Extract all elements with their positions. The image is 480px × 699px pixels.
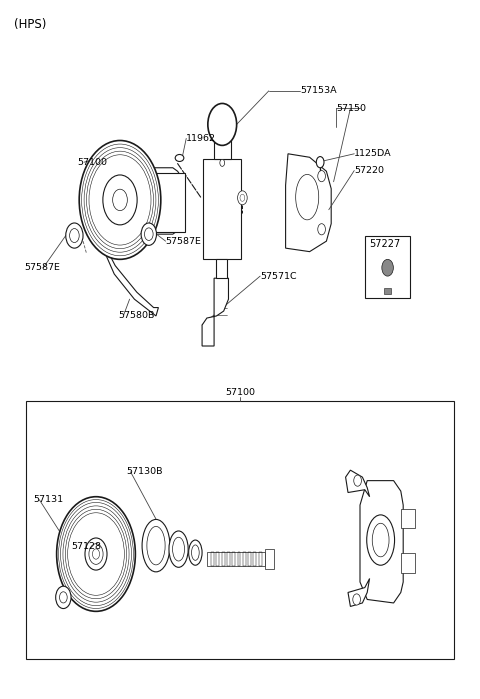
Text: 57587E: 57587E xyxy=(24,264,60,272)
Circle shape xyxy=(318,224,325,235)
Ellipse shape xyxy=(175,154,184,161)
Bar xyxy=(214,140,231,159)
Circle shape xyxy=(316,157,324,168)
Bar xyxy=(149,173,185,232)
Text: 1125DA: 1125DA xyxy=(354,150,392,158)
Ellipse shape xyxy=(367,515,395,565)
Circle shape xyxy=(57,497,135,612)
Bar xyxy=(232,552,235,566)
Text: 57131: 57131 xyxy=(34,496,64,504)
Bar xyxy=(238,552,240,566)
Bar xyxy=(265,549,274,569)
Text: 57150: 57150 xyxy=(336,104,366,113)
Text: 57128: 57128 xyxy=(71,542,101,551)
Text: 11962: 11962 xyxy=(186,134,216,143)
Circle shape xyxy=(208,103,237,145)
Circle shape xyxy=(60,592,67,603)
Circle shape xyxy=(382,259,394,276)
Circle shape xyxy=(353,594,360,605)
Bar xyxy=(216,552,219,566)
Text: 57153A: 57153A xyxy=(300,87,337,95)
Circle shape xyxy=(79,140,161,259)
Ellipse shape xyxy=(372,524,389,557)
Text: 57130B: 57130B xyxy=(126,468,163,476)
Bar xyxy=(248,552,251,566)
Ellipse shape xyxy=(169,531,188,568)
Polygon shape xyxy=(286,154,331,252)
Ellipse shape xyxy=(189,540,202,565)
Circle shape xyxy=(240,194,245,201)
Circle shape xyxy=(70,229,79,243)
Circle shape xyxy=(318,171,325,182)
Circle shape xyxy=(85,538,107,570)
Ellipse shape xyxy=(296,174,319,219)
Text: 57220: 57220 xyxy=(354,166,384,175)
Polygon shape xyxy=(202,278,228,346)
Bar xyxy=(384,288,391,294)
Polygon shape xyxy=(360,481,403,603)
Circle shape xyxy=(354,475,361,487)
Text: 57100: 57100 xyxy=(78,158,108,166)
Bar xyxy=(259,552,262,566)
Bar xyxy=(26,401,454,659)
Text: 57100: 57100 xyxy=(225,388,255,396)
Circle shape xyxy=(56,586,71,609)
Circle shape xyxy=(141,223,156,245)
Circle shape xyxy=(220,159,225,166)
Polygon shape xyxy=(106,248,158,316)
Bar xyxy=(222,552,225,566)
Circle shape xyxy=(66,223,83,248)
Text: 57227: 57227 xyxy=(370,239,401,249)
Ellipse shape xyxy=(192,545,199,561)
Text: (HPS): (HPS) xyxy=(14,18,47,31)
Circle shape xyxy=(93,549,99,559)
Bar xyxy=(365,236,410,298)
Bar xyxy=(203,159,241,259)
Ellipse shape xyxy=(147,526,165,565)
Circle shape xyxy=(103,175,137,225)
Circle shape xyxy=(238,191,247,205)
Ellipse shape xyxy=(173,538,184,561)
Text: 57580B: 57580B xyxy=(119,312,155,320)
Bar xyxy=(211,552,214,566)
Text: 57571C: 57571C xyxy=(260,272,297,280)
Bar xyxy=(401,509,415,528)
Polygon shape xyxy=(346,470,370,497)
Bar xyxy=(207,552,265,566)
Text: 57587E: 57587E xyxy=(166,237,202,245)
Circle shape xyxy=(89,544,103,564)
Bar xyxy=(216,259,227,278)
Circle shape xyxy=(144,228,153,240)
Circle shape xyxy=(113,189,127,210)
Polygon shape xyxy=(348,579,370,607)
Polygon shape xyxy=(110,168,182,234)
Bar xyxy=(401,554,415,573)
Bar xyxy=(243,552,246,566)
Ellipse shape xyxy=(142,519,170,572)
Bar xyxy=(253,552,256,566)
Bar xyxy=(227,552,230,566)
